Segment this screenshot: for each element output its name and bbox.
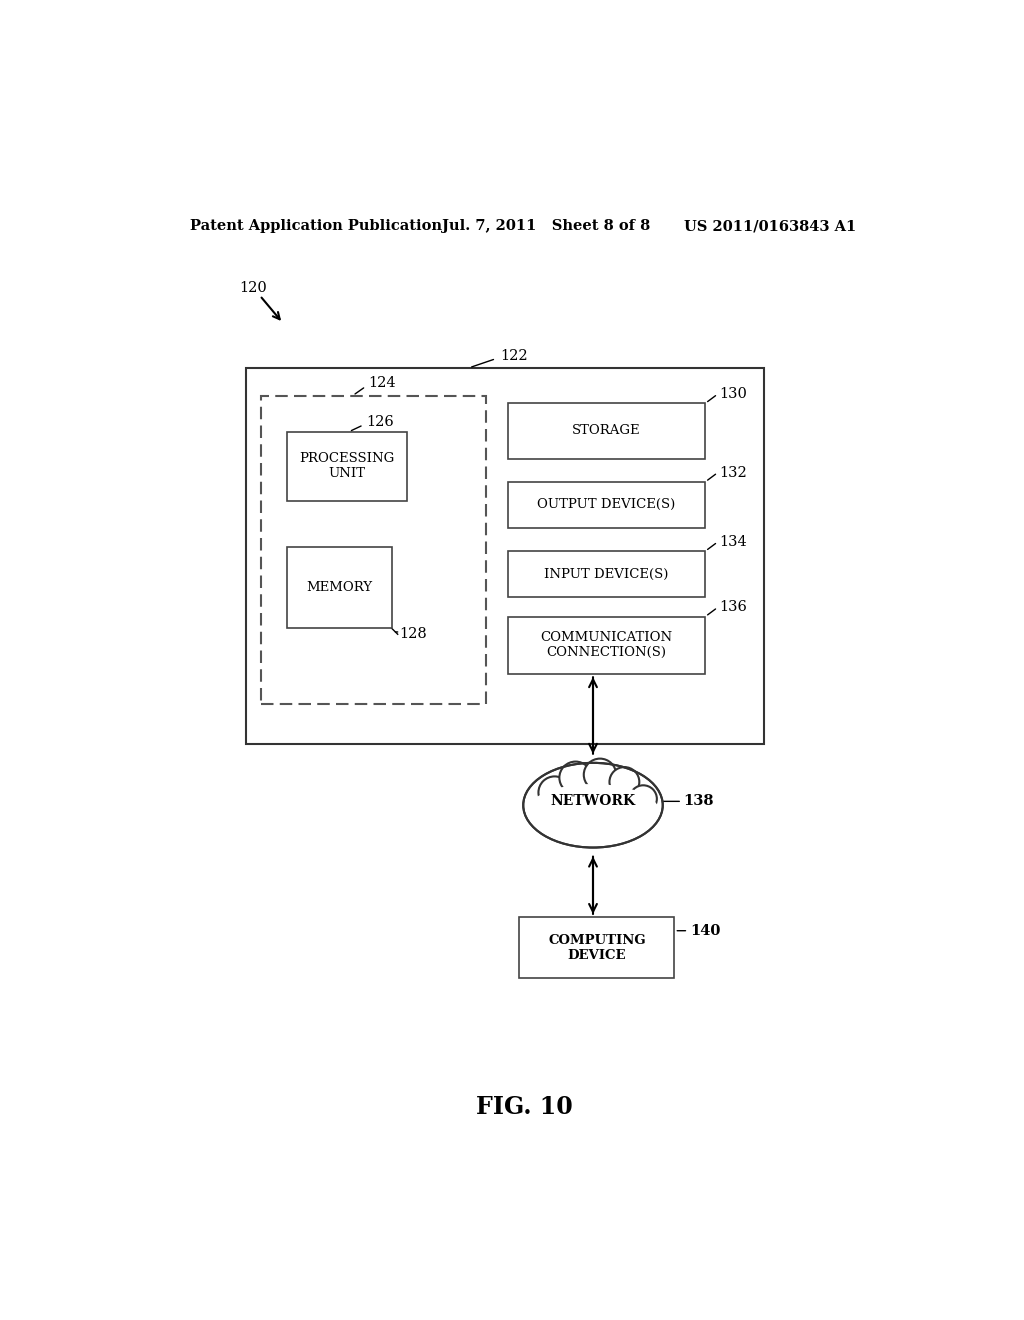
Text: 126: 126: [366, 414, 393, 429]
Bar: [519, 917, 675, 978]
Text: FIG. 10: FIG. 10: [476, 1096, 573, 1119]
Bar: [261, 396, 486, 704]
Text: MEMORY: MEMORY: [306, 581, 373, 594]
Text: COMPUTING
DEVICE: COMPUTING DEVICE: [548, 933, 646, 962]
Circle shape: [559, 762, 592, 793]
Ellipse shape: [526, 784, 659, 840]
Text: OUTPUT DEVICE(S): OUTPUT DEVICE(S): [538, 499, 676, 511]
Text: 128: 128: [399, 627, 427, 642]
Text: US 2011/0163843 A1: US 2011/0163843 A1: [684, 219, 857, 234]
Bar: [287, 432, 407, 502]
Text: Patent Application Publication: Patent Application Publication: [190, 219, 442, 234]
Text: 124: 124: [369, 376, 396, 391]
Text: INPUT DEVICE(S): INPUT DEVICE(S): [545, 568, 669, 581]
Text: STORAGE: STORAGE: [572, 425, 641, 437]
Circle shape: [609, 767, 639, 797]
Circle shape: [630, 785, 656, 812]
Bar: [508, 482, 706, 528]
Bar: [508, 404, 706, 459]
Text: 138: 138: [684, 795, 714, 808]
Bar: [508, 616, 706, 675]
Ellipse shape: [523, 763, 663, 847]
Text: 130: 130: [719, 387, 748, 401]
Text: 136: 136: [719, 601, 748, 614]
Text: 140: 140: [690, 924, 720, 937]
Circle shape: [539, 776, 570, 809]
Text: 134: 134: [719, 535, 748, 549]
Text: Jul. 7, 2011   Sheet 8 of 8: Jul. 7, 2011 Sheet 8 of 8: [442, 219, 650, 234]
Text: 132: 132: [719, 466, 748, 479]
Text: PROCESSING
UNIT: PROCESSING UNIT: [299, 453, 394, 480]
Text: NETWORK: NETWORK: [551, 795, 636, 808]
Bar: [246, 368, 764, 743]
Text: 122: 122: [500, 348, 527, 363]
Circle shape: [584, 759, 616, 791]
Bar: [287, 548, 391, 628]
Text: 120: 120: [239, 281, 266, 294]
Text: COMMUNICATION
CONNECTION(S): COMMUNICATION CONNECTION(S): [541, 631, 673, 660]
Bar: [508, 552, 706, 598]
